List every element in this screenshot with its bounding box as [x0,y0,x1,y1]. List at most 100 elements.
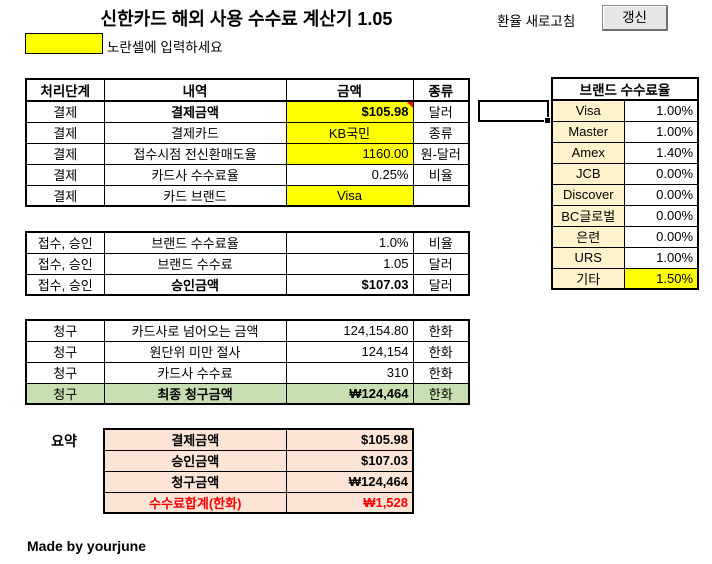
summary-label-cell[interactable]: 청구금액 [103,470,287,493]
summary-label-cell[interactable]: 승인금액 [103,449,287,472]
brand-row: Amex 1.40% [551,141,699,164]
cell-stage[interactable]: 청구 [25,361,105,384]
cell-type[interactable]: 한화 [412,319,470,342]
cell-stage[interactable]: 결제 [25,163,105,186]
summary-row: 승인금액 $107.03 [103,449,414,472]
header-desc[interactable]: 내역 [103,78,287,102]
brand-rate-cell[interactable]: 0.00% [623,162,699,185]
brand-rate-cell[interactable]: 1.00% [623,99,699,122]
cell-type[interactable]: 비율 [412,231,470,254]
summary-label-cell[interactable]: 수수료합계(한화) [103,491,287,514]
brand-name-cell[interactable]: Visa [551,99,625,122]
table-row: 청구 카드사 수수료 310 한화 [25,361,470,384]
cell-type[interactable]: 달러 [412,273,470,296]
cell-desc[interactable]: 접수시점 전신환매도율 [103,142,287,165]
summary-value-cell[interactable]: $107.03 [285,449,414,472]
cell-desc[interactable]: 원단위 미만 절사 [103,340,287,363]
cell-stage[interactable]: 청구 [25,340,105,363]
cell-amount[interactable]: 124,154 [285,340,414,363]
cell-amount[interactable]: 1.0% [285,231,414,254]
main-table-block-approval: 접수, 승인 브랜드 수수료율 1.0% 비율 접수, 승인 브랜드 수수료 1.05 달러 접… [25,231,470,296]
summary-row: 청구금액 ₩124,464 [103,470,414,493]
cell-stage[interactable]: 결제 [25,121,105,144]
summary-label-cell[interactable]: 결제금액 [103,428,287,451]
cell-type[interactable]: 종류 [412,121,470,144]
cell-amount[interactable]: 1.05 [285,252,414,275]
brand-name-cell[interactable]: Discover [551,183,625,206]
cell-amount[interactable]: ₩124,464 [285,382,414,405]
cell-type[interactable]: 한화 [412,382,470,405]
cell-desc[interactable]: 카드 브랜드 [103,184,287,207]
brand-table-title[interactable]: 브랜드 수수료율 [551,77,699,101]
brand-name-cell[interactable]: Master [551,120,625,143]
cell-stage[interactable]: 결제 [25,100,105,123]
brand-name-cell[interactable]: JCB [551,162,625,185]
header-amount[interactable]: 금액 [285,78,414,102]
brand-rate-cell[interactable]: 1.40% [623,141,699,164]
refresh-button[interactable]: 갱신 [602,5,668,31]
selected-cell[interactable] [478,100,551,124]
brand-row: Master 1.00% [551,120,699,143]
cell-amount[interactable]: 124,154.80 [285,319,414,342]
brand-rate-cell[interactable]: 1.00% [623,246,699,269]
main-table-block-billing: 청구 카드사로 넘어오는 금액 124,154.80 한화 청구 원단위 미만 절사 124… [25,319,470,405]
cell-type[interactable]: 한화 [412,340,470,363]
cell-type[interactable]: 원-달러 [412,142,470,165]
header-type[interactable]: 종류 [412,78,470,102]
cell-stage[interactable]: 접수, 승인 [25,252,105,275]
cell-amount[interactable]: $107.03 [285,273,414,296]
summary-value-cell[interactable]: ₩1,528 [285,491,414,514]
cell-type[interactable]: 달러 [412,252,470,275]
cell-amount[interactable]: 1160.00 [285,142,414,165]
cell-stage[interactable]: 결제 [25,184,105,207]
header-stage[interactable]: 처리단계 [25,78,105,102]
brand-name-cell[interactable]: Amex [551,141,625,164]
brand-rate-cell[interactable]: 0.00% [623,225,699,248]
page-title: 신한카드 해외 사용 수수료 계산기 1.05 [100,9,393,29]
cell-desc[interactable]: 브랜드 수수료율 [103,231,287,254]
cell-desc[interactable]: 승인금액 [103,273,287,296]
cell-desc[interactable]: 최종 청구금액 [103,382,287,405]
cell-type[interactable] [412,184,470,207]
cell-stage[interactable]: 청구 [25,319,105,342]
brand-rate-cell[interactable]: 1.50% [623,267,699,290]
brand-name-cell[interactable]: 기타 [551,267,625,290]
table-row: 청구 카드사로 넘어오는 금액 124,154.80 한화 [25,319,470,342]
brand-rate-cell[interactable]: 0.00% [623,204,699,227]
brand-name-cell[interactable]: URS [551,246,625,269]
cell-desc[interactable]: 카드사 수수료율 [103,163,287,186]
cell-type[interactable]: 비율 [412,163,470,186]
cell-desc[interactable]: 결제카드 [103,121,287,144]
yellow-input-legend-swatch [25,33,103,54]
cell-type[interactable]: 한화 [412,361,470,384]
table-row: 결제 접수시점 전신환매도율 1160.00 원-달러 [25,142,470,165]
cell-stage[interactable]: 결제 [25,142,105,165]
cell-stage[interactable]: 청구 [25,382,105,405]
summary-label: 요약 [51,433,77,449]
cell-amount[interactable]: KB국민 [285,121,414,144]
cell-desc[interactable]: 카드사 수수료 [103,361,287,384]
main-table-block-payment: 처리단계 내역 금액 종류 결제 결제금액 $105.98 달러 결제 결제카드 KB국민 종… [25,78,470,207]
summary-value-cell[interactable]: $105.98 [285,428,414,451]
brand-fee-table: 브랜드 수수료율 Visa 1.00% Master 1.00% Amex 1.40% JC… [551,77,700,290]
cell-amount[interactable]: 310 [285,361,414,384]
cell-amount[interactable]: Visa [285,184,414,207]
summary-value-cell[interactable]: ₩124,464 [285,470,414,493]
brand-name-cell[interactable]: 은련 [551,225,625,248]
cell-stage[interactable]: 접수, 승인 [25,273,105,296]
table-row: 접수, 승인 브랜드 수수료율 1.0% 비율 [25,231,470,254]
summary-row: 수수료합계(한화) ₩1,528 [103,491,414,514]
cell-desc[interactable]: 카드사로 넘어오는 금액 [103,319,287,342]
brand-header-row: 브랜드 수수료율 [551,77,699,101]
brand-rate-cell[interactable]: 1.00% [623,120,699,143]
table-row: 결제 결제카드 KB국민 종류 [25,121,470,144]
cell-desc[interactable]: 결제금액 [103,100,287,123]
brand-rate-cell[interactable]: 0.00% [623,183,699,206]
cell-amount[interactable]: $105.98 [285,100,414,123]
brand-row: URS 1.00% [551,246,699,269]
cell-desc[interactable]: 브랜드 수수료 [103,252,287,275]
cell-amount[interactable]: 0.25% [285,163,414,186]
cell-type[interactable]: 달러 [412,100,470,123]
brand-name-cell[interactable]: BC글로벌 [551,204,625,227]
cell-stage[interactable]: 접수, 승인 [25,231,105,254]
